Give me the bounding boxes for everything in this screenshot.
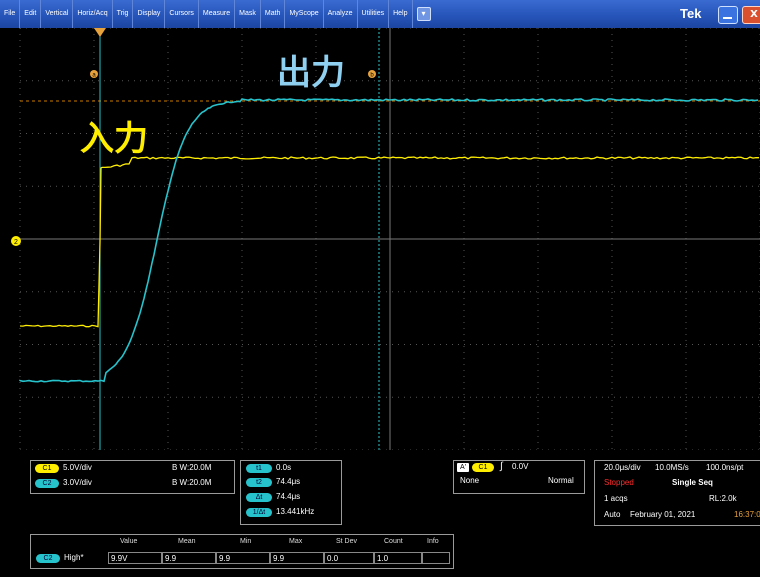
meas-header-min: Min: [240, 538, 252, 545]
meas-count: 1.0: [374, 552, 422, 564]
menu-dropdown-arrow-icon[interactable]: ▾: [416, 7, 431, 21]
acquisition-box[interactable]: [594, 460, 760, 526]
cursor-a-marker-icon[interactable]: [90, 70, 98, 78]
ch2-scale: 3.0V/div: [63, 478, 92, 487]
cursor-b-marker-icon[interactable]: [368, 70, 376, 78]
close-button[interactable]: X: [742, 6, 760, 24]
input-label: 入力: [80, 119, 148, 159]
ch1-badge[interactable]: C1: [35, 464, 59, 473]
trigger-coupling: None: [460, 476, 480, 485]
menu-horiz-acq[interactable]: Horiz/Acq: [73, 0, 113, 28]
trigger-a-badge: A': [457, 463, 469, 472]
meas-header-max: Max: [289, 538, 303, 545]
ch2-bandwidth: B W:20.0M: [172, 478, 212, 487]
acq-mode: Single Seq: [672, 478, 713, 487]
menu-myscope[interactable]: MyScope: [285, 0, 324, 28]
menu-help[interactable]: Help: [389, 0, 413, 28]
cursor-freq-badge: 1/Δt: [246, 508, 272, 517]
record-length: RL:2.0k: [709, 494, 737, 503]
cursor-readout-box[interactable]: [240, 460, 342, 525]
meas-mean: 9.9: [162, 552, 216, 564]
cursor-t2-badge: t2: [246, 478, 272, 487]
ground-marker-text: 2: [14, 239, 18, 246]
trigger-mode: Normal: [548, 476, 574, 485]
menu-mask[interactable]: Mask: [235, 0, 261, 28]
cursor-b-marker-text: b: [370, 73, 374, 79]
resolution: 100.0ns/pt: [706, 463, 744, 472]
menu-vertical[interactable]: Vertical: [41, 0, 74, 28]
meas-stdev: 0.0: [324, 552, 374, 564]
menu-display[interactable]: Display: [133, 0, 166, 28]
meas-max: 9.9: [270, 552, 324, 564]
cursor-t2-value: 74.4μs: [276, 477, 301, 486]
trigger-slope-icon: ∫: [500, 461, 503, 472]
ground-marker-icon[interactable]: [11, 236, 21, 246]
cursor-freq-value: 13.441kHz: [276, 507, 315, 516]
meas-info: [422, 552, 450, 564]
ch2-waveform: [19, 98, 759, 383]
meas-header-count: Count: [384, 538, 403, 545]
trigger-auto: Auto: [604, 510, 621, 519]
brand-logo: Tek: [680, 6, 702, 21]
menu-cursors[interactable]: Cursors: [165, 0, 199, 28]
meas-name: High*: [64, 553, 84, 562]
sample-rate: 10.0MS/s: [655, 463, 689, 472]
ch1-bandwidth: B W:20.0M: [172, 463, 212, 472]
acq-count: 1 acqs: [604, 494, 628, 503]
ch1-scale: 5.0V/div: [63, 463, 92, 472]
meas-value: 9.9V: [108, 552, 162, 564]
waveform-display[interactable]: a b 2 出力 入力: [0, 28, 760, 450]
channel-settings-box[interactable]: [30, 460, 235, 494]
meas-header-info: Info: [427, 538, 439, 545]
trigger-source-badge[interactable]: C1: [472, 463, 494, 472]
menu-math[interactable]: Math: [261, 0, 286, 28]
acq-date: February 01, 2021: [630, 510, 696, 519]
output-label: 出力: [277, 53, 345, 93]
trigger-position-icon: [94, 28, 106, 37]
graticule: [19, 28, 760, 450]
acq-state: Stopped: [604, 478, 634, 487]
cursor-delta-t-badge: Δt: [246, 493, 272, 502]
menu-trig[interactable]: Trig: [113, 0, 134, 28]
menu-utilities[interactable]: Utilities: [358, 0, 390, 28]
cursor-a-marker-text: a: [92, 73, 96, 79]
trigger-level: 0.0V: [512, 462, 529, 471]
menu-edit[interactable]: Edit: [20, 0, 42, 28]
ch1-waveform: [19, 156, 760, 328]
menu-analyze[interactable]: Analyze: [324, 0, 358, 28]
ch2-badge[interactable]: C2: [35, 479, 59, 488]
meas-header-value: Value: [120, 538, 138, 545]
menu-file[interactable]: File: [0, 0, 21, 28]
meas-header-stdev: St Dev: [336, 538, 358, 545]
meas-min: 9.9: [216, 552, 270, 564]
cursor-t1-badge: t1: [246, 464, 272, 473]
minimize-button[interactable]: [718, 6, 738, 24]
menu-measure[interactable]: Measure: [199, 0, 236, 28]
meas-header-mean: Mean: [178, 538, 196, 545]
menu-bar: File Edit Vertical Horiz/Acq Trig Displa…: [0, 0, 760, 28]
acq-time: 16:37:0: [734, 510, 760, 519]
cursor-delta-t-value: 74.4μs: [276, 492, 301, 501]
meas-source-badge: C2: [36, 554, 60, 563]
readout-panel: C1 5.0V/div B W:20.0M C2 3.0V/div B W:20…: [0, 450, 760, 577]
timebase: 20.0μs/div: [604, 463, 641, 472]
cursor-t1-value: 0.0s: [276, 463, 292, 472]
